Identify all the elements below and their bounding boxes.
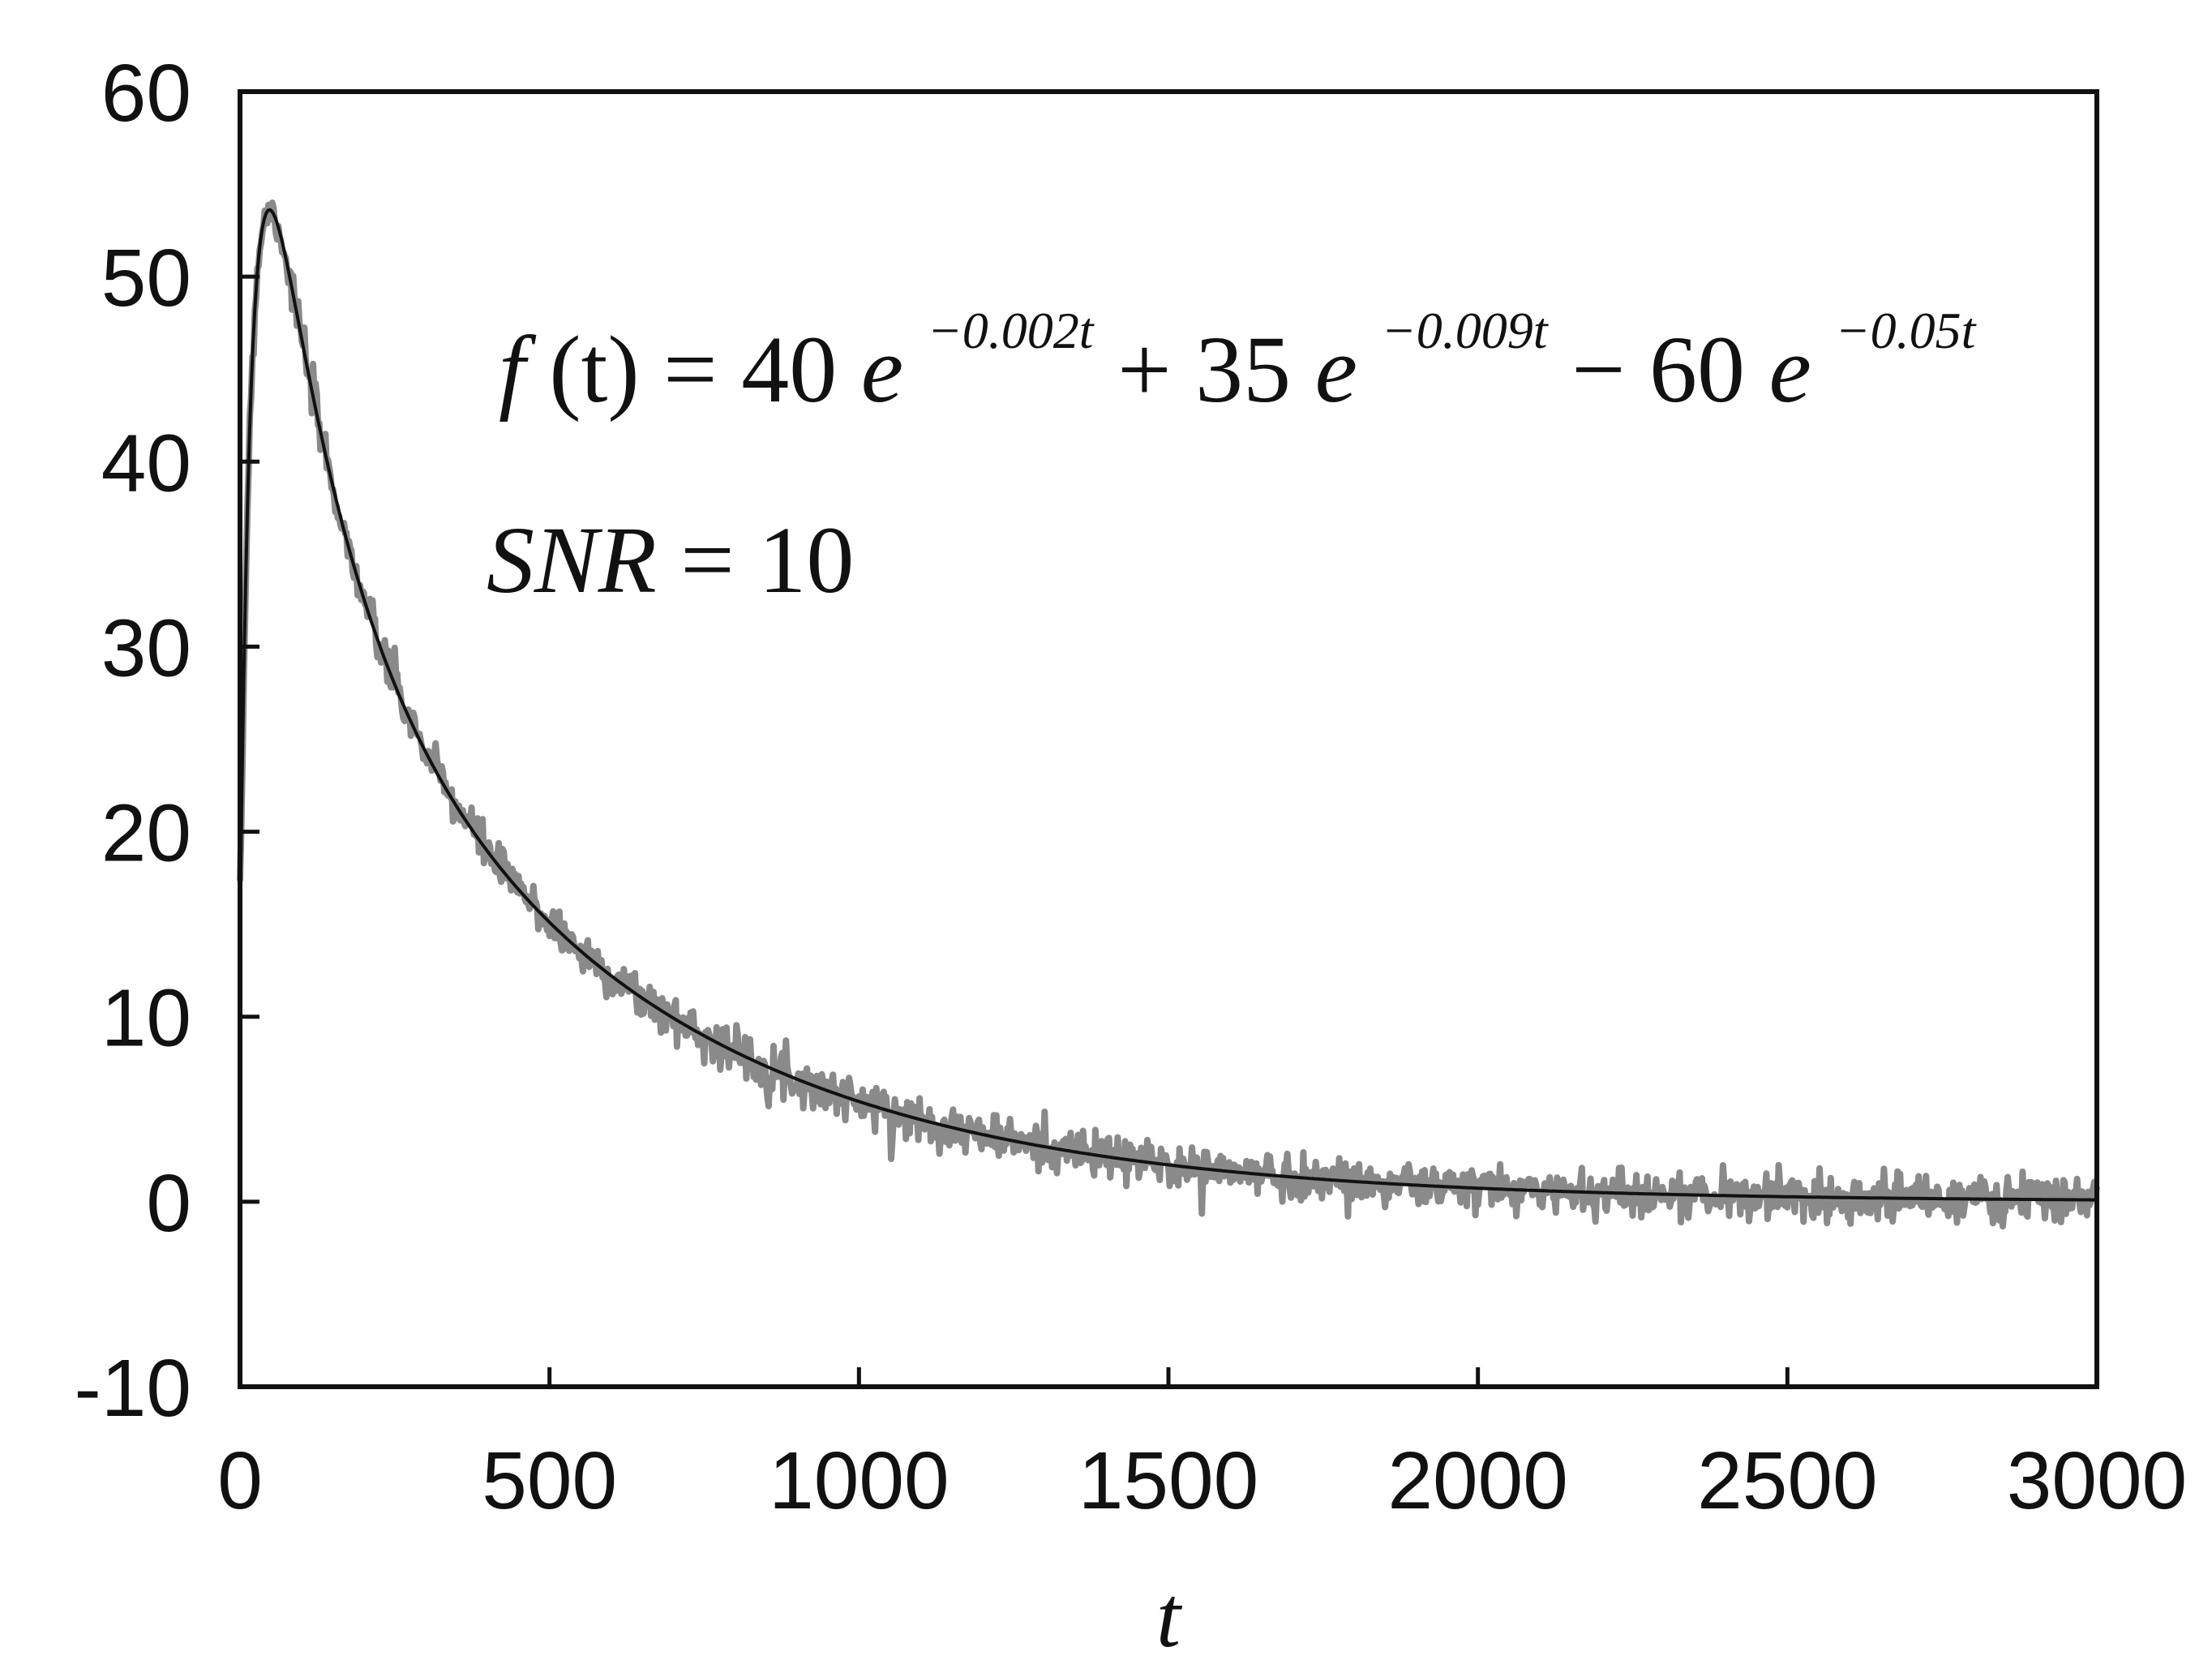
x-tick-label: 2500 bbox=[1697, 1435, 1877, 1526]
formula-term-1-base: e bbox=[861, 316, 903, 423]
y-axis-ticks: -10 0 10 20 30 40 50 60 bbox=[74, 48, 259, 1434]
y-tick-label: 20 bbox=[101, 788, 191, 879]
formula-arg: (t) bbox=[549, 316, 639, 423]
data-layer bbox=[237, 199, 2100, 1230]
formula-term-3-base: e bbox=[1769, 316, 1811, 423]
x-tick-label: 0 bbox=[217, 1435, 263, 1526]
snr-value: 10 bbox=[758, 507, 854, 613]
series-line-2 bbox=[238, 208, 2097, 1202]
formula-term-2-exponent: −0.009t bbox=[1382, 302, 1550, 359]
y-tick-label: 50 bbox=[101, 233, 191, 324]
y-tick-label: 0 bbox=[146, 1158, 191, 1249]
x-tick-label: 2000 bbox=[1387, 1435, 1567, 1526]
snr-label: SNR bbox=[487, 507, 657, 613]
x-tick-label: 3000 bbox=[2007, 1435, 2187, 1526]
snr-annotation: SNR = 10 bbox=[487, 507, 854, 613]
y-tick-label: 30 bbox=[101, 603, 191, 693]
y-tick-label: -10 bbox=[74, 1343, 191, 1434]
formula-lhs: f bbox=[499, 316, 537, 423]
formula-term-3-coef: 60 bbox=[1649, 316, 1745, 423]
formula-term-2-coef: 35 bbox=[1195, 316, 1291, 423]
x-tick-label: 1000 bbox=[769, 1435, 949, 1526]
x-axis-title: t bbox=[1156, 1569, 1183, 1666]
formula-term-1-coef: 40 bbox=[741, 316, 837, 423]
formula-term-1-exponent: −0.002t bbox=[928, 302, 1095, 359]
x-axis-ticks: 0 500 1000 1500 2000 2500 3000 bbox=[217, 1367, 2187, 1526]
formula-term-2-sign: + bbox=[1117, 316, 1195, 423]
formula-term-3-sign: − bbox=[1571, 316, 1649, 423]
formula-equals: = bbox=[663, 316, 741, 423]
x-tick-label: 500 bbox=[482, 1435, 617, 1526]
x-tick-label: 1500 bbox=[1078, 1435, 1258, 1526]
y-tick-label: 60 bbox=[101, 48, 191, 139]
formula-term-3-exponent: −0.05t bbox=[1835, 302, 1977, 359]
formula-annotation: f (t) = 40 e −0.002t + 35 e −0.009t − 60… bbox=[499, 263, 1978, 423]
y-tick-label: 10 bbox=[101, 973, 191, 1064]
y-tick-label: 40 bbox=[101, 418, 191, 508]
formula-term-2-base: e bbox=[1315, 316, 1357, 423]
snr-equals: = bbox=[680, 507, 758, 613]
